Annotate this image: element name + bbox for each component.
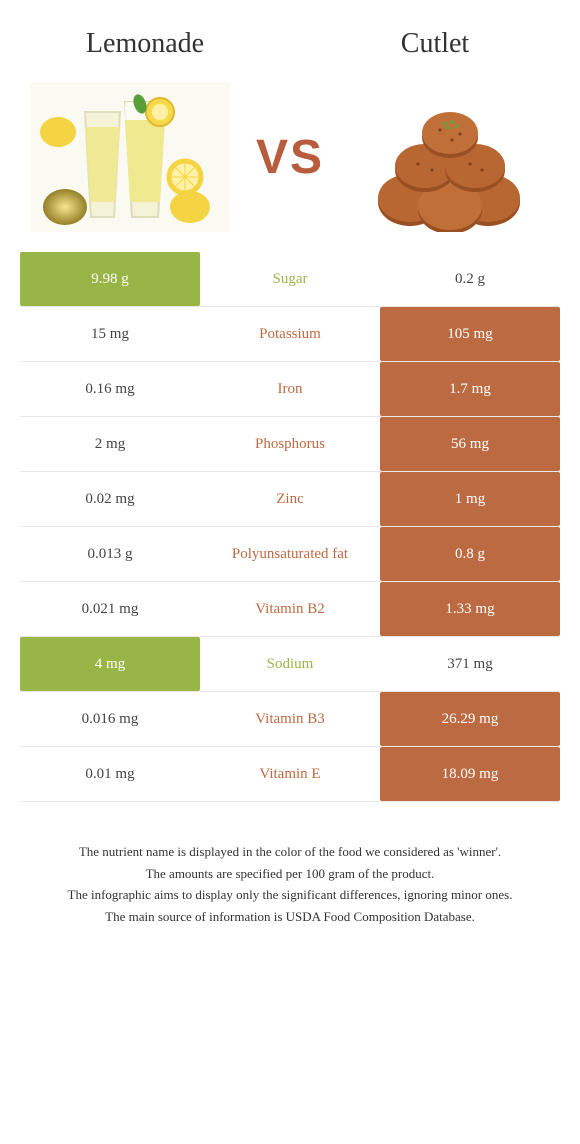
cutlet-image	[350, 82, 550, 232]
cutlet-value: 26.29 mg	[380, 692, 560, 746]
vs-label: VS	[256, 130, 324, 185]
nutrient-label: Iron	[200, 362, 380, 416]
nutrient-row: 9.98 gSugar0.2 g	[20, 252, 560, 307]
nutrient-label: Phosphorus	[200, 417, 380, 471]
lemonade-value: 9.98 g	[20, 252, 200, 306]
nutrient-table: 9.98 gSugar0.2 g15 mgPotassium105 mg0.16…	[0, 252, 580, 802]
footer-line: The infographic aims to display only the…	[30, 885, 550, 905]
nutrient-label: Zinc	[200, 472, 380, 526]
lemonade-value: 0.01 mg	[20, 747, 200, 801]
nutrient-row: 2 mgPhosphorus56 mg	[20, 417, 560, 472]
footer-line: The main source of information is USDA F…	[30, 907, 550, 927]
nutrient-label: Vitamin B3	[200, 692, 380, 746]
cutlet-value: 1.33 mg	[380, 582, 560, 636]
cutlet-value: 371 mg	[380, 637, 560, 691]
lemonade-value: 0.02 mg	[20, 472, 200, 526]
nutrient-row: 0.02 mgZinc1 mg	[20, 472, 560, 527]
nutrient-row: 0.013 gPolyunsaturated fat0.8 g	[20, 527, 560, 582]
nutrient-row: 0.016 mgVitamin B326.29 mg	[20, 692, 560, 747]
nutrient-label: Sugar	[200, 252, 380, 306]
cutlet-value: 1.7 mg	[380, 362, 560, 416]
footer-line: The amounts are specified per 100 gram o…	[30, 864, 550, 884]
footer-line: The nutrient name is displayed in the co…	[30, 842, 550, 862]
lemonade-value: 0.013 g	[20, 527, 200, 581]
cutlet-value: 105 mg	[380, 307, 560, 361]
cutlet-value: 0.8 g	[380, 527, 560, 581]
lemonade-value: 0.16 mg	[20, 362, 200, 416]
nutrient-label: Vitamin E	[200, 747, 380, 801]
lemonade-value: 0.021 mg	[20, 582, 200, 636]
lemonade-value: 15 mg	[20, 307, 200, 361]
title-cutlet: Cutlet	[290, 28, 580, 60]
nutrient-label: Polyunsaturated fat	[200, 527, 380, 581]
lemonade-value: 0.016 mg	[20, 692, 200, 746]
nutrient-row: 15 mgPotassium105 mg	[20, 307, 560, 362]
nutrient-row: 0.01 mgVitamin E18.09 mg	[20, 747, 560, 802]
nutrient-row: 4 mgSodium371 mg	[20, 637, 560, 692]
cutlet-value: 18.09 mg	[380, 747, 560, 801]
cutlet-value: 56 mg	[380, 417, 560, 471]
nutrient-label: Vitamin B2	[200, 582, 380, 636]
lemonade-value: 2 mg	[20, 417, 200, 471]
cutlet-value: 0.2 g	[380, 252, 560, 306]
cutlet-value: 1 mg	[380, 472, 560, 526]
lemonade-value: 4 mg	[20, 637, 200, 691]
nutrient-label: Sodium	[200, 637, 380, 691]
nutrient-row: 0.16 mgIron1.7 mg	[20, 362, 560, 417]
nutrient-label: Potassium	[200, 307, 380, 361]
lemonade-image	[30, 82, 230, 232]
title-lemonade: Lemonade	[0, 28, 290, 60]
footer-notes: The nutrient name is displayed in the co…	[0, 802, 580, 926]
nutrient-row: 0.021 mgVitamin B21.33 mg	[20, 582, 560, 637]
